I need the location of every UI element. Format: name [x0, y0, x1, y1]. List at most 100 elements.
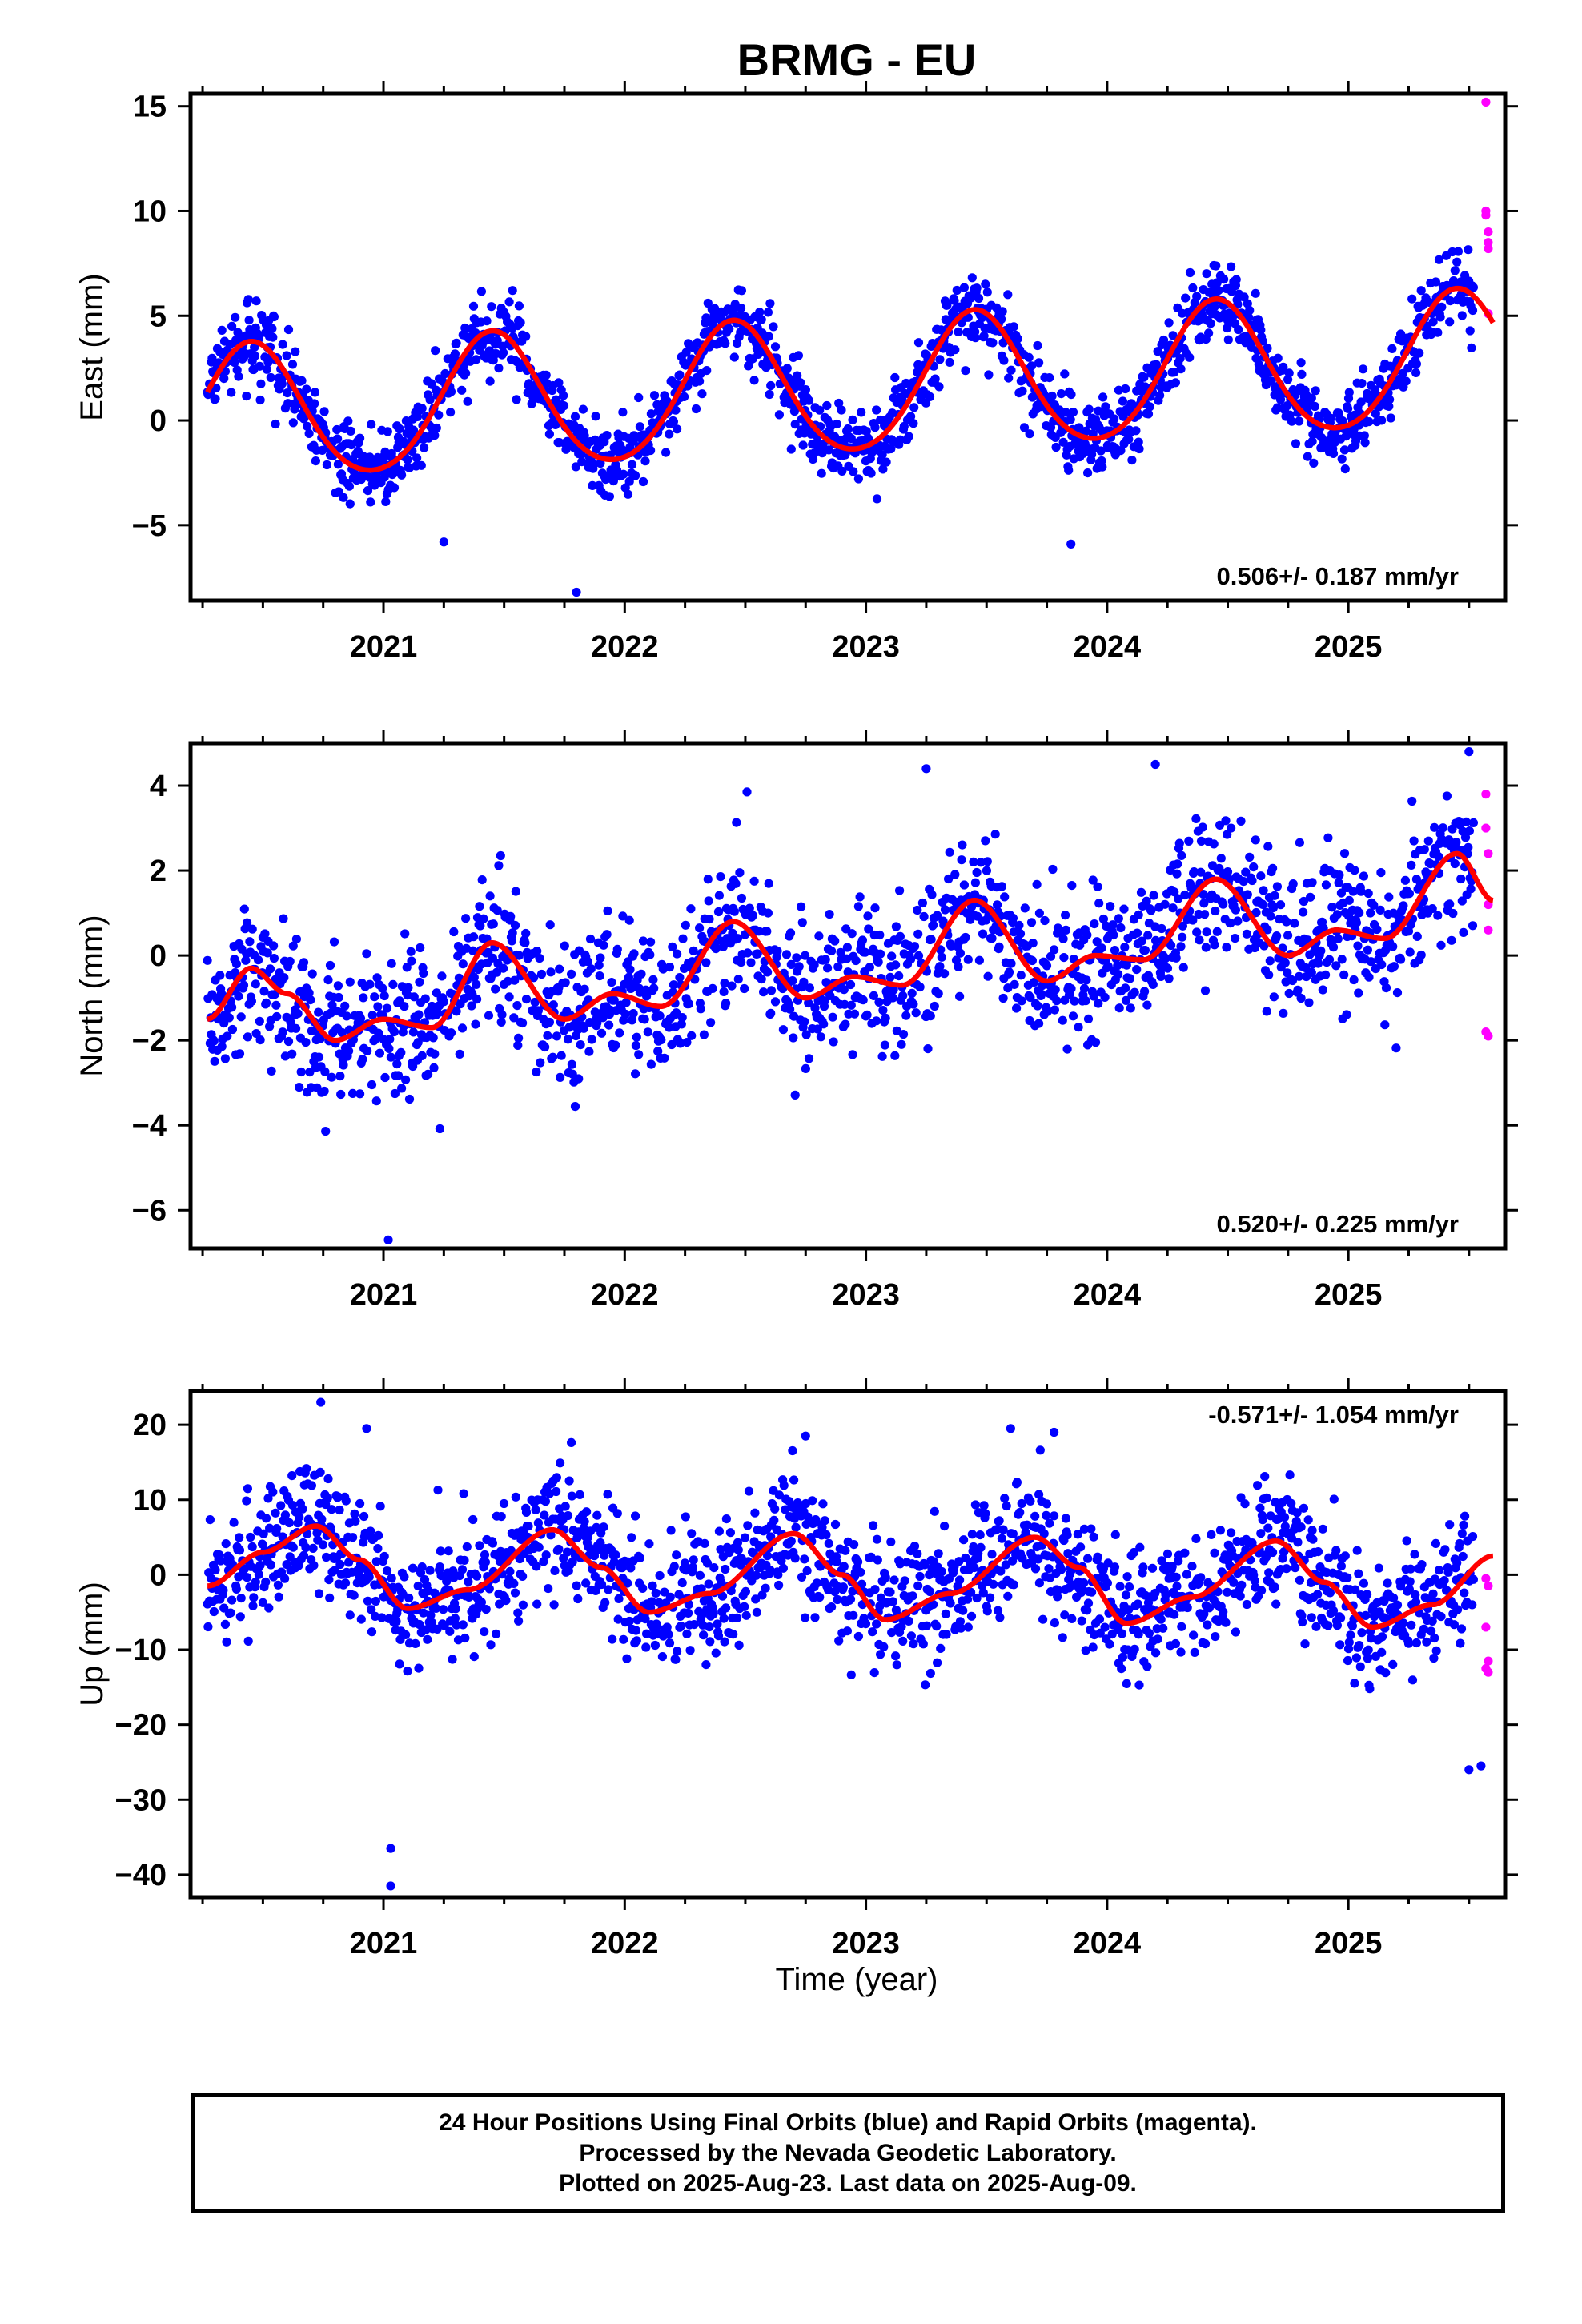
final-orbit-point — [832, 419, 841, 429]
final-orbit-point — [1068, 1011, 1078, 1021]
final-orbit-point — [1081, 996, 1090, 1006]
final-orbit-point — [895, 931, 905, 941]
final-orbit-point — [1210, 1548, 1219, 1558]
final-orbit-point — [1318, 1524, 1327, 1534]
final-orbit-point — [1184, 836, 1194, 846]
final-orbit-point — [634, 1050, 644, 1059]
final-orbit-point — [333, 1492, 343, 1502]
final-orbit-point — [1339, 970, 1349, 979]
final-orbit-point — [909, 1639, 918, 1649]
final-orbit-point — [437, 971, 447, 981]
final-orbit-point — [255, 1035, 265, 1045]
final-orbit-point — [419, 1608, 428, 1618]
final-orbit-point — [853, 902, 863, 911]
final-orbit-point — [656, 1035, 666, 1045]
final-orbit-point — [737, 303, 746, 313]
final-orbit-point — [1045, 1518, 1054, 1528]
final-orbit-point — [925, 1586, 935, 1597]
final-orbit-point — [599, 940, 608, 950]
y-tick-label: −5 — [132, 509, 167, 543]
final-orbit-point — [1386, 413, 1395, 423]
final-orbit-point — [958, 840, 967, 850]
final-orbit-point — [915, 1571, 925, 1582]
final-orbit-point — [1257, 1586, 1267, 1595]
final-orbit-point — [1211, 1632, 1220, 1642]
final-orbit-point — [672, 1550, 681, 1560]
final-orbit-point — [509, 1013, 519, 1023]
final-orbit-point — [877, 450, 887, 460]
final-orbit-point — [467, 1001, 476, 1011]
final-orbit-point — [1241, 867, 1251, 877]
final-orbit-point — [556, 1051, 566, 1060]
final-orbit-point — [506, 911, 516, 921]
final-orbit-point — [231, 1584, 241, 1594]
final-orbit-point — [291, 347, 300, 356]
final-orbit-point — [1030, 1511, 1040, 1521]
final-orbit-point — [1161, 954, 1170, 963]
final-orbit-point — [1214, 286, 1223, 296]
final-orbit-point — [315, 1034, 325, 1043]
final-orbit-point — [1171, 1572, 1181, 1582]
final-orbit-point — [1033, 1001, 1042, 1011]
final-orbit-point — [672, 1008, 681, 1018]
up-panel: 2021 2022 2023 2024 2025−40−30−20−1001020Up … — [74, 1378, 1518, 1960]
final-orbit-point — [1042, 1499, 1052, 1509]
final-orbit-point — [1026, 993, 1035, 1003]
final-orbit-point — [680, 1558, 690, 1568]
final-orbit-point — [714, 1526, 725, 1536]
final-orbit-point — [1253, 1481, 1263, 1490]
final-orbit-point — [848, 1050, 857, 1059]
final-orbit-point — [362, 949, 371, 959]
final-orbit-point — [1436, 940, 1446, 950]
final-orbit-point — [269, 941, 279, 951]
final-orbit-point — [546, 1530, 556, 1540]
final-orbit-point — [972, 1593, 982, 1603]
final-orbit-point — [955, 948, 965, 958]
final-orbit-point — [1017, 996, 1026, 1006]
final-orbit-point — [906, 1631, 916, 1641]
final-orbit-point — [329, 937, 339, 947]
final-orbit-point — [635, 422, 645, 432]
final-orbit-point — [446, 408, 456, 417]
final-orbit-point — [287, 1501, 298, 1510]
final-orbit-point — [277, 379, 287, 388]
final-orbit-point — [455, 1049, 464, 1059]
final-orbit-point — [970, 878, 980, 887]
final-orbit-point — [846, 1000, 856, 1010]
final-orbit-point — [229, 1518, 239, 1527]
final-orbit-point — [1226, 919, 1235, 928]
final-orbit-point — [942, 300, 952, 310]
final-orbit-point — [840, 999, 849, 1009]
final-orbit-point — [341, 1496, 351, 1506]
final-orbit-point — [1260, 1472, 1270, 1482]
final-orbit-point — [1079, 1524, 1090, 1534]
final-orbit-point — [1333, 934, 1343, 943]
final-orbit-point — [1156, 971, 1166, 981]
final-orbit-point — [869, 1668, 879, 1678]
final-orbit-point — [885, 972, 895, 982]
final-orbit-point — [351, 1516, 360, 1526]
final-orbit-point — [794, 962, 804, 971]
final-orbit-point — [480, 1627, 489, 1637]
final-orbit-point — [1170, 378, 1180, 388]
final-orbit-point — [1251, 835, 1260, 845]
final-orbit-point — [235, 1546, 245, 1555]
final-orbit-point — [299, 958, 309, 967]
final-orbit-point — [779, 1481, 789, 1490]
final-orbit-point — [1128, 400, 1138, 410]
final-orbit-point — [821, 955, 830, 964]
final-orbit-point — [234, 372, 243, 381]
east-panel-final-points — [203, 97, 1493, 597]
final-orbit-point — [1151, 935, 1161, 945]
final-orbit-point — [933, 1658, 942, 1667]
final-orbit-point — [1459, 927, 1468, 937]
final-orbit-point — [1212, 927, 1222, 936]
final-orbit-point — [1461, 817, 1471, 826]
final-orbit-point — [1122, 960, 1131, 970]
final-orbit-point — [227, 388, 236, 397]
final-orbit-point — [1223, 830, 1232, 839]
final-orbit-point — [513, 1040, 523, 1050]
final-orbit-point — [1313, 1547, 1323, 1557]
final-orbit-point — [696, 1004, 705, 1014]
final-orbit-point — [1189, 867, 1199, 877]
